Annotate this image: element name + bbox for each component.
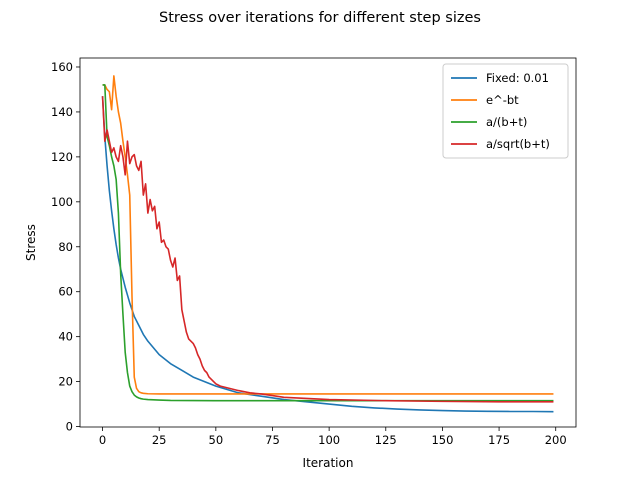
y-tick-label: 20 [58, 375, 73, 389]
x-tick-label: 100 [318, 433, 340, 447]
y-tick-label: 120 [51, 150, 73, 164]
x-tick-label: 50 [209, 433, 224, 447]
x-tick-label: 75 [265, 433, 280, 447]
y-tick-label: 160 [51, 60, 73, 74]
series-line-1 [101, 96, 554, 413]
legend-label: e^-bt [486, 93, 519, 107]
x-tick-label: 125 [375, 433, 397, 447]
y-tick-label: 100 [51, 195, 73, 209]
series-line-2 [102, 75, 554, 395]
legend-label: a/sqrt(b+t) [486, 137, 550, 151]
series-lines [101, 75, 554, 413]
chart-title: Stress over iterations for different ste… [159, 10, 481, 26]
x-tick-label: 175 [488, 433, 510, 447]
y-tick-label: 0 [66, 420, 73, 434]
x-tick-label: 150 [431, 433, 453, 447]
series-line-4 [101, 96, 554, 403]
legend: Fixed: 0.01 e^-bt a/(b+t) a/sqrt(b+t) [442, 63, 569, 159]
x-axis-ticks: 0 25 50 75 100 125 150 175 200 [99, 427, 567, 447]
series-line-3 [102, 84, 554, 402]
legend-label: a/(b+t) [486, 115, 527, 129]
x-tick-label: 0 [99, 433, 106, 447]
y-tick-label: 60 [58, 285, 73, 299]
x-tick-label: 200 [545, 433, 567, 447]
y-tick-label: 140 [51, 105, 73, 119]
axes-frame [79, 57, 577, 428]
y-axis-label: Stress [24, 224, 38, 261]
y-tick-label: 40 [58, 330, 73, 344]
legend-box [442, 63, 569, 159]
x-axis-label: Iteration [303, 456, 354, 470]
y-tick-label: 80 [58, 240, 73, 254]
y-axis-ticks: 0 20 40 60 80 100 120 140 160 [51, 60, 80, 434]
x-tick-label: 25 [152, 433, 167, 447]
legend-label: Fixed: 0.01 [486, 71, 549, 85]
